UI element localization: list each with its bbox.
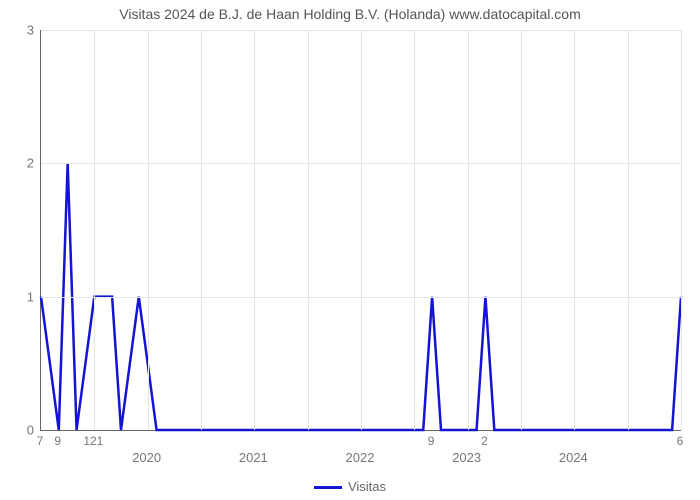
plot-area xyxy=(40,30,681,431)
grid-v xyxy=(308,30,309,430)
x-point-label: 7 xyxy=(37,434,44,448)
legend: Visitas xyxy=(0,479,700,494)
x-point-label: 121 xyxy=(83,434,103,448)
chart-title: Visitas 2024 de B.J. de Haan Holding B.V… xyxy=(0,6,700,22)
x-year-label: 2024 xyxy=(559,450,588,465)
grid-v xyxy=(628,30,629,430)
ytick-label: 0 xyxy=(4,423,34,438)
grid-v xyxy=(521,30,522,430)
grid-v xyxy=(254,30,255,430)
grid-v xyxy=(574,30,575,430)
grid-v xyxy=(148,30,149,430)
grid-v xyxy=(201,30,202,430)
legend-swatch xyxy=(314,486,342,489)
grid-v xyxy=(94,30,95,430)
x-point-label: 9 xyxy=(428,434,435,448)
x-year-label: 2023 xyxy=(452,450,481,465)
grid-v xyxy=(361,30,362,430)
grid-v xyxy=(468,30,469,430)
x-point-label: 2 xyxy=(481,434,488,448)
grid-v xyxy=(414,30,415,430)
ytick-label: 2 xyxy=(4,156,34,171)
x-point-label: 6 xyxy=(677,434,684,448)
ytick-label: 1 xyxy=(4,289,34,304)
grid-v xyxy=(681,30,682,430)
ytick-label: 3 xyxy=(4,23,34,38)
legend-label: Visitas xyxy=(348,479,386,494)
x-year-label: 2021 xyxy=(239,450,268,465)
x-year-label: 2020 xyxy=(132,450,161,465)
x-year-label: 2022 xyxy=(346,450,375,465)
x-point-label: 9 xyxy=(54,434,61,448)
